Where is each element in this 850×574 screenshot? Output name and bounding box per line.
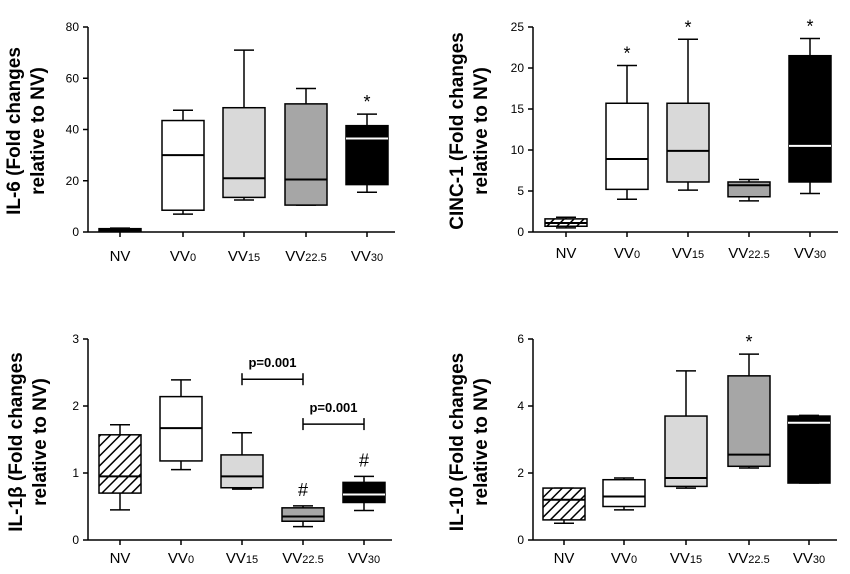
significance-marker: #	[359, 450, 369, 470]
box	[727, 375, 771, 468]
panel-il10-marks: 0 2 4 6 *	[517, 332, 837, 547]
panel-cinc1-xtick-nv: NV	[556, 245, 577, 262]
box	[284, 103, 328, 206]
box	[542, 487, 586, 521]
y-tick-label: 4	[517, 399, 524, 413]
y-tick-label: 40	[66, 123, 80, 137]
box	[342, 481, 386, 504]
y-tick-label: 10	[511, 143, 525, 157]
significance-marker: *	[623, 44, 630, 64]
panel-il6-ylabel-line2: relative to NV)	[28, 67, 49, 195]
panel-il1b-xtick-vv30: VV30	[348, 550, 380, 567]
panel-il6-xtick-vv22: VV22.5	[285, 248, 326, 265]
significance-marker: *	[363, 92, 370, 112]
panel-il1b-xtick-nv: NV	[110, 550, 131, 567]
panel-cinc1-xtick-vv0: VV0	[614, 245, 640, 262]
box	[345, 124, 389, 186]
y-tick-label: 6	[517, 332, 524, 346]
box	[281, 507, 325, 522]
significance-marker: #	[298, 480, 308, 500]
panel-il1b-marks: 0 1 2 3 # # p=0.001 p=0.001	[72, 332, 392, 547]
y-tick-label: 60	[66, 71, 80, 85]
panel-il10-xtick-vv22: VV22.5	[728, 550, 769, 567]
bracket-pvalue: p=0.001	[248, 355, 296, 370]
box	[602, 478, 646, 508]
panel-cinc1-xtick-vv30: VV30	[794, 245, 826, 262]
panel-il1b: IL-1β (Fold changes relative to NV) 0 1 2 3…	[6, 332, 392, 567]
y-tick-label: 2	[517, 466, 524, 480]
y-tick-label: 20	[511, 61, 525, 75]
panel-il6-ylabel-line1: IL-6 (Fold changes	[4, 47, 25, 215]
y-tick-label: 0	[517, 533, 524, 547]
panel-il10-ylabel-line2: relative to NV)	[471, 378, 492, 506]
y-tick-label: 1	[72, 466, 79, 480]
box	[664, 415, 708, 488]
y-tick-label: 5	[517, 184, 524, 198]
box	[220, 454, 264, 489]
bracket-pvalue: p=0.001	[309, 400, 357, 415]
box	[727, 181, 771, 198]
panel-il6-xtick-vv0: VV0	[170, 248, 196, 265]
box	[788, 54, 832, 183]
panel-il6-xtick-vv30: VV30	[351, 248, 383, 265]
y-tick-label: 25	[511, 20, 525, 34]
panel-il10-xtick-nv: NV	[554, 550, 575, 567]
y-tick-label: 0	[72, 225, 79, 239]
panel-il1b-xtick-vv22: VV22.5	[282, 550, 323, 567]
box	[666, 102, 710, 183]
y-tick-label: 2	[72, 399, 79, 413]
significance-marker: *	[745, 332, 752, 352]
panel-il6: IL-6 (Fold changes relative to NV) 0 20 40…	[4, 20, 395, 265]
y-tick-label: 0	[517, 225, 524, 239]
significance-marker: *	[806, 16, 813, 36]
box	[161, 119, 205, 211]
panel-il1b-ylabel-line1: IL-1β (Fold changes	[6, 352, 27, 531]
panel-il1b-ylabel-line2: relative to NV)	[30, 378, 51, 506]
panel-cinc1-xtick-vv15: VV15	[672, 245, 704, 262]
y-tick-label: 20	[66, 174, 80, 188]
panel-il10-ylabel-line1: IL-10 (Fold changes	[447, 353, 468, 531]
y-tick-label: 80	[66, 20, 80, 34]
y-tick-label: 15	[511, 102, 525, 116]
panel-cinc1-ylabel-line1: CINC-1 (Fold changes	[447, 32, 468, 229]
y-tick-label: 3	[72, 332, 79, 346]
panel-il10-xtick-vv30: VV30	[793, 550, 825, 567]
significance-marker: *	[684, 17, 691, 37]
panel-cinc1-xtick-vv22: VV22.5	[728, 245, 769, 262]
panel-il10: IL-10 (Fold changes relative to NV) 0 2 4 6…	[447, 332, 837, 567]
panel-il6-xtick-nv: NV	[110, 248, 131, 265]
box	[605, 102, 649, 191]
panel-il6-marks: 0 20 40 60 80 *	[66, 20, 395, 239]
panel-cinc1-ylabel-line2: relative to NV)	[471, 67, 492, 195]
panel-il1b-xtick-vv15: VV15	[226, 550, 258, 567]
panel-il1b-xtick-vv0: VV0	[168, 550, 194, 567]
panel-il6-xtick-vv15: VV15	[228, 248, 260, 265]
box	[222, 106, 266, 199]
box	[98, 434, 142, 494]
box	[787, 415, 831, 484]
panel-il10-xtick-vv15: VV15	[670, 550, 702, 567]
panel-il10-xtick-vv0: VV0	[611, 550, 637, 567]
panel-cinc1: CINC-1 (Fold changes relative to NV) 0 5 1…	[447, 16, 838, 262]
panel-cinc1-marks: 0 5 10 15 20 25 * * *	[511, 16, 838, 239]
y-tick-label: 0	[72, 533, 79, 547]
